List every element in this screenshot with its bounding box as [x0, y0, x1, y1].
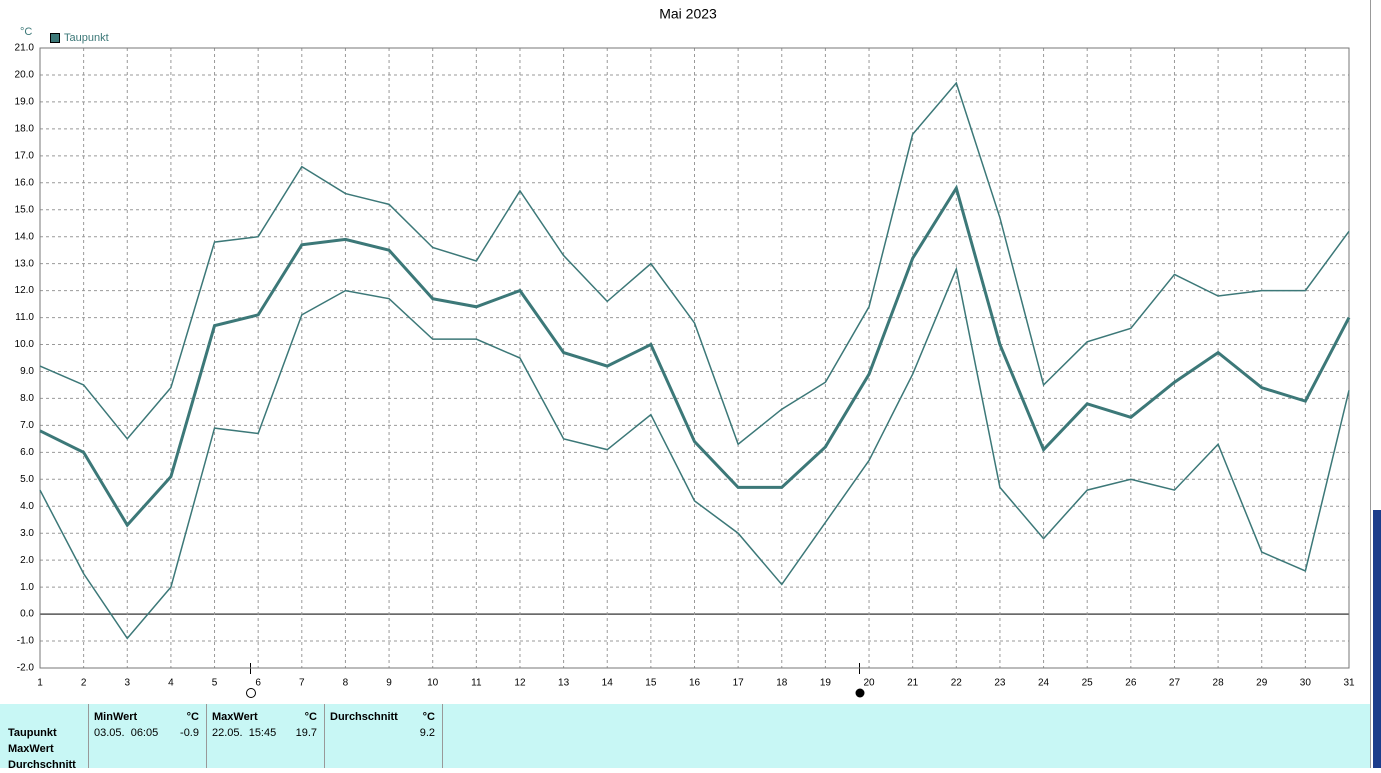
x-tick-label: 9	[386, 678, 392, 689]
column-unit: °C	[187, 711, 199, 723]
y-tick-label: 7.0	[20, 420, 34, 431]
y-tick-label: 21.0	[15, 43, 35, 54]
x-tick-label: 10	[427, 678, 439, 689]
x-tick-label: 5	[212, 678, 218, 689]
y-tick-label: -1.0	[17, 636, 35, 647]
x-tick-label: 28	[1213, 678, 1225, 689]
x-tick-label: 3	[124, 678, 130, 689]
x-tick-label: 7	[299, 678, 305, 689]
y-tick-label: 4.0	[20, 501, 34, 512]
y-tick-label: 1.0	[20, 582, 34, 593]
column-when: 22.05. 15:45	[212, 727, 276, 739]
column-title: MaxWert	[212, 711, 258, 723]
x-tick-label: 17	[733, 678, 745, 689]
x-tick-label: 21	[907, 678, 919, 689]
y-tick-label: 14.0	[15, 231, 35, 242]
column-unit: °C	[423, 711, 435, 723]
column-title: MinWert	[94, 711, 138, 723]
y-tick-label: -2.0	[17, 663, 35, 674]
y-tick-label: 3.0	[20, 528, 34, 539]
y-tick-label: 13.0	[15, 258, 35, 269]
y-tick-label: 10.0	[15, 339, 35, 350]
x-tick-label: 15	[645, 678, 657, 689]
y-tick-label: 11.0	[15, 312, 34, 323]
y-tick-label: 0.0	[20, 609, 34, 620]
x-tick-label: 12	[514, 678, 526, 689]
x-tick-label: 4	[168, 678, 174, 689]
column-value: 19.7	[296, 727, 317, 739]
chart-title: Mai 2023	[659, 6, 717, 22]
y-tick-label: 5.0	[20, 474, 34, 485]
column-value: 9.2	[420, 727, 435, 739]
y-tick-label: 12.0	[15, 285, 35, 296]
stats-background	[0, 704, 1370, 768]
y-tick-label: 2.0	[20, 555, 34, 566]
x-tick-label: 13	[558, 678, 570, 689]
plot-frame	[39, 47, 1350, 669]
y-tick-label: 16.0	[15, 177, 35, 188]
x-tick-label: 20	[863, 678, 875, 689]
row-label: MaxWert	[8, 743, 54, 755]
x-tick-label: 18	[776, 678, 788, 689]
series-line	[39, 184, 1351, 528]
column-value: -0.9	[180, 727, 199, 739]
y-unit: °C	[20, 26, 32, 38]
new-moon-icon	[855, 688, 865, 698]
x-tick-label: 25	[1082, 678, 1094, 689]
y-tick-label: 20.0	[15, 70, 35, 81]
x-tick-label: 23	[994, 678, 1006, 689]
x-tick-label: 16	[689, 678, 701, 689]
x-tick-label: 30	[1300, 678, 1312, 689]
column-when: 03.05. 06:05	[94, 727, 158, 739]
y-tick-label: 15.0	[15, 204, 35, 215]
x-tick-label: 29	[1256, 678, 1268, 689]
column-unit: °C	[305, 711, 317, 723]
x-tick-label: 8	[343, 678, 349, 689]
legend-label: Taupunkt	[64, 32, 109, 44]
series-line	[39, 81, 1350, 446]
x-tick-label: 22	[951, 678, 963, 689]
legend-swatch	[50, 33, 60, 43]
full-moon-icon	[246, 688, 256, 698]
row-label: Taupunkt	[8, 727, 57, 739]
x-tick-label: 1	[37, 678, 43, 689]
y-tick-label: 6.0	[20, 447, 34, 458]
x-tick-label: 2	[81, 678, 87, 689]
y-tick-label: 18.0	[15, 124, 35, 135]
series-line	[39, 266, 1350, 640]
x-tick-label: 11	[471, 678, 482, 689]
x-tick-label: 31	[1343, 678, 1355, 689]
x-tick-label: 14	[602, 678, 614, 689]
x-tick-label: 26	[1125, 678, 1137, 689]
side-bar	[1373, 510, 1381, 768]
y-tick-label: 9.0	[20, 366, 34, 377]
y-tick-label: 17.0	[15, 150, 35, 161]
x-tick-label: 24	[1038, 678, 1050, 689]
y-tick-label: 8.0	[20, 393, 34, 404]
row-label: Durchschnitt	[8, 759, 76, 768]
x-tick-label: 19	[820, 678, 832, 689]
y-tick-label: 19.0	[15, 97, 35, 108]
x-tick-label: 27	[1169, 678, 1181, 689]
x-tick-label: 6	[255, 678, 261, 689]
column-title: Durchschnitt	[330, 711, 398, 723]
